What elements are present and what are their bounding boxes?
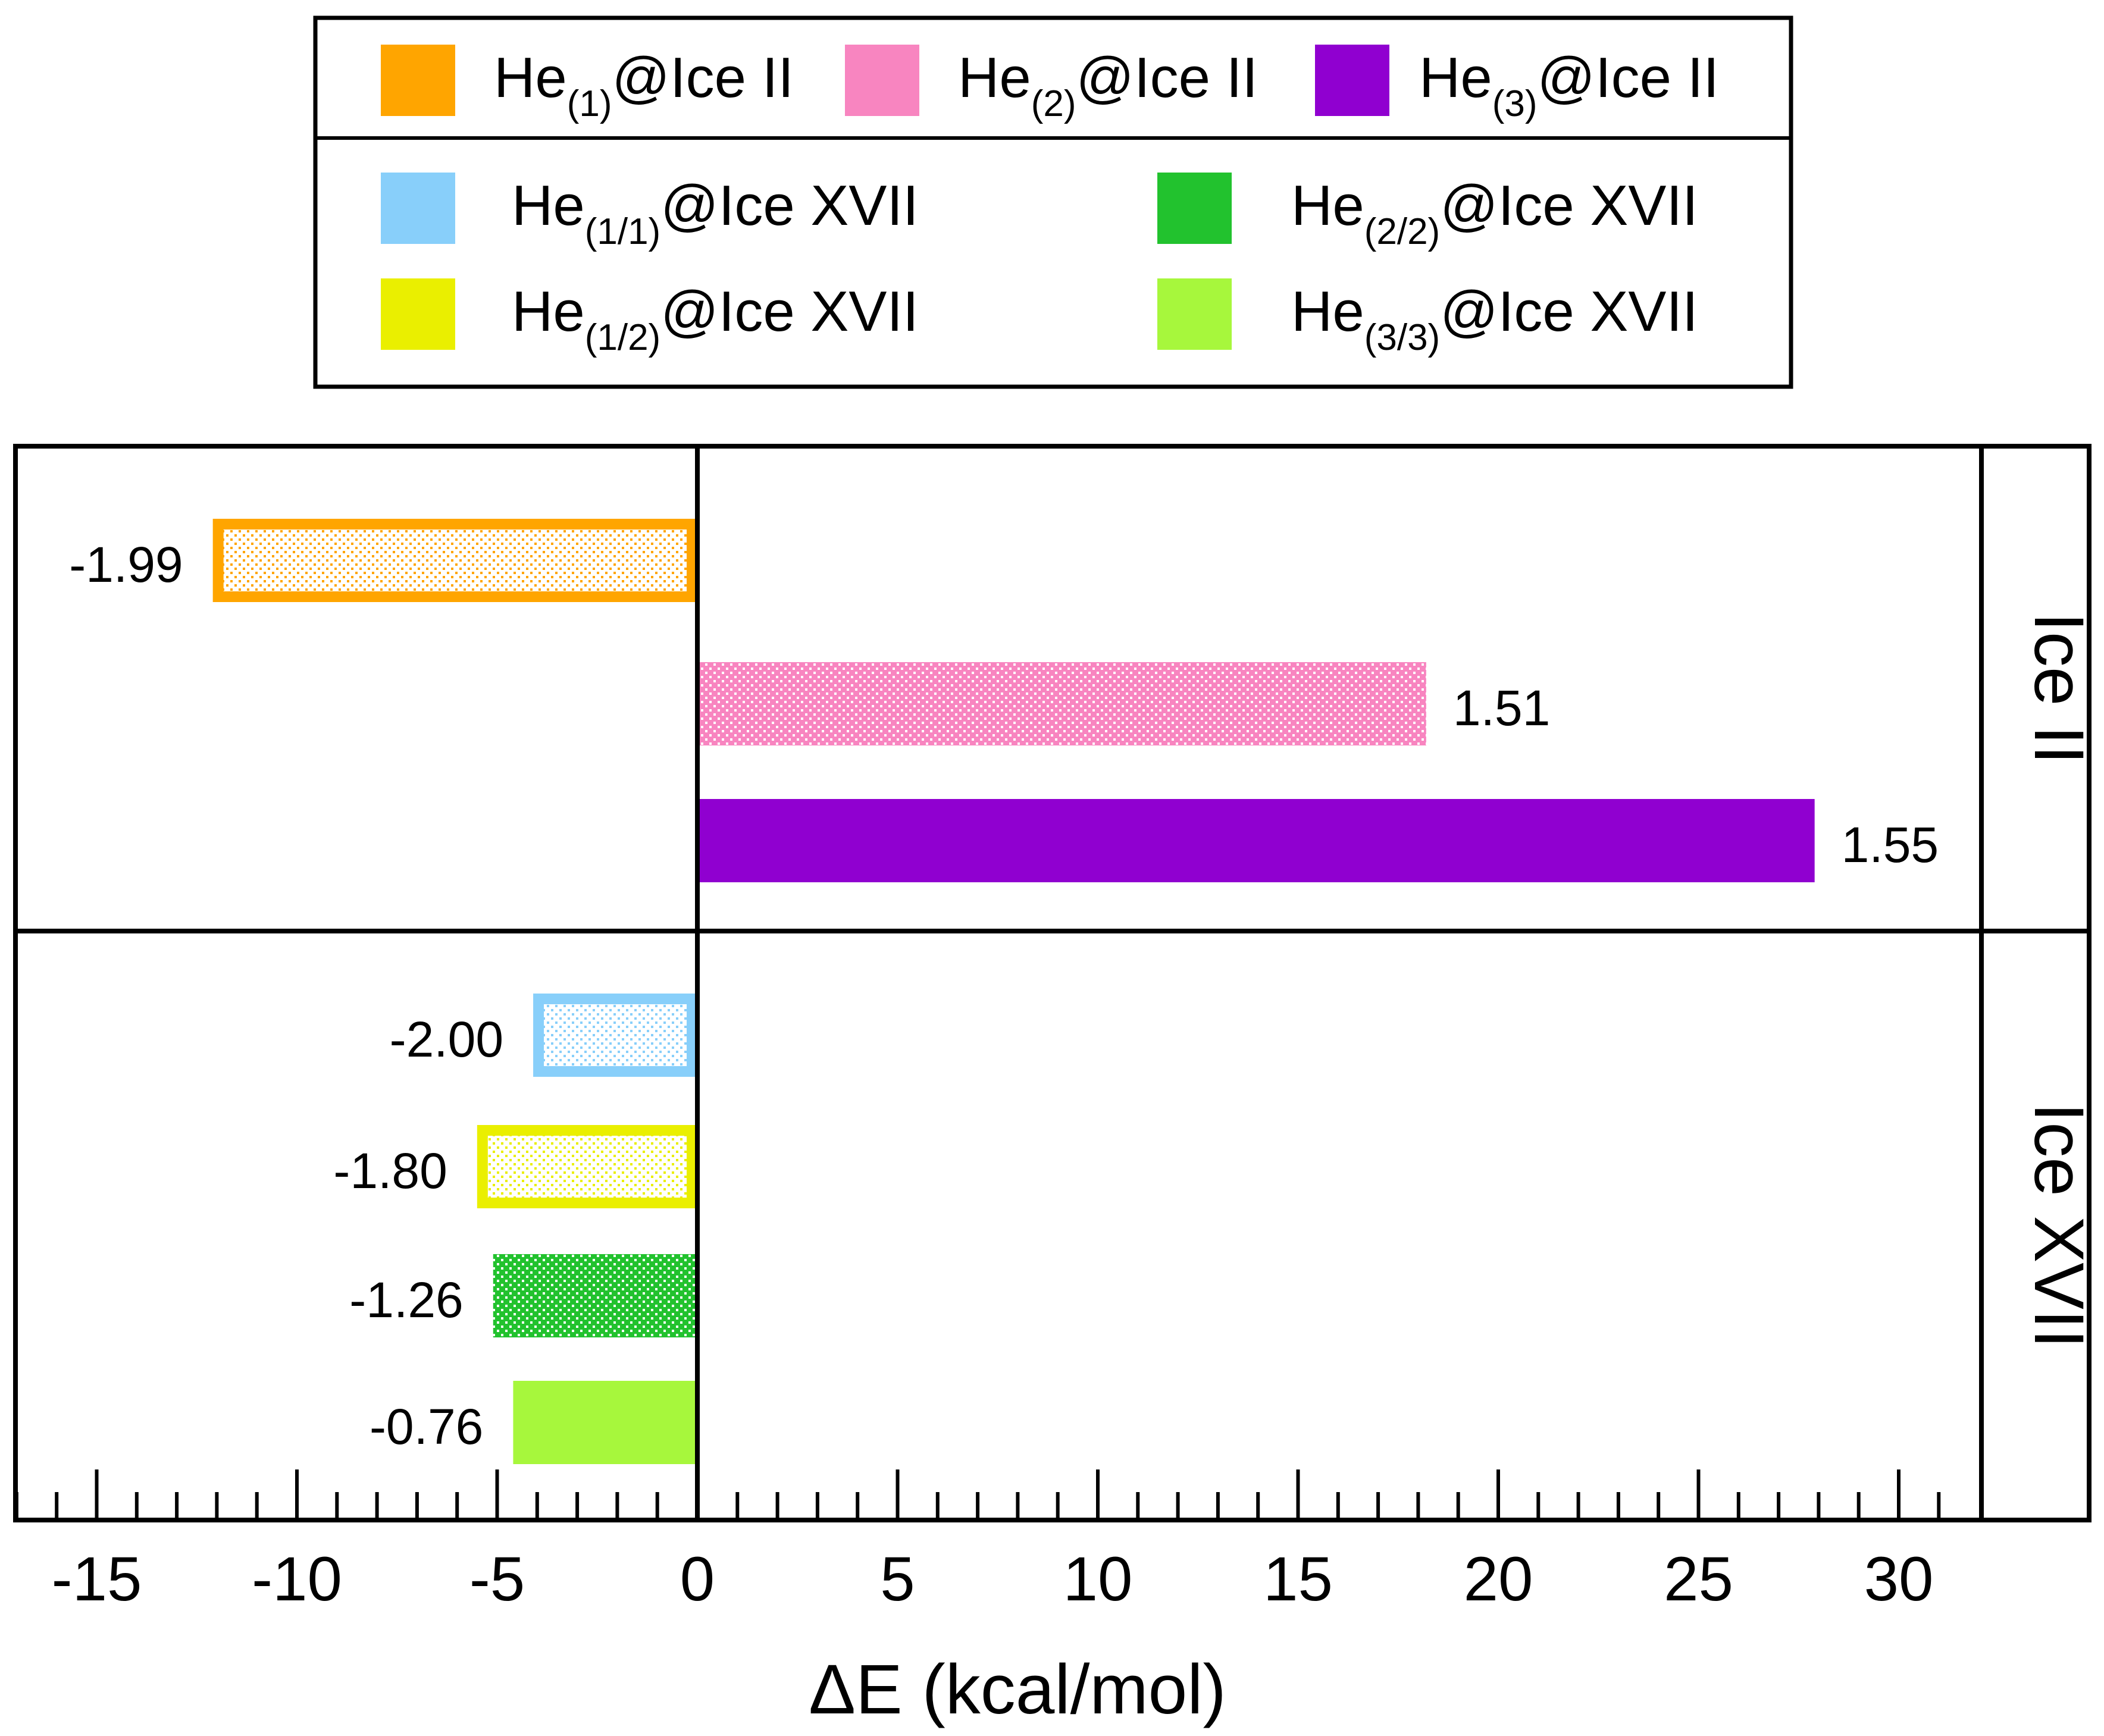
x-tick-label: -5: [469, 1544, 525, 1614]
legend-label: He(1/1)@Ice XVII: [512, 174, 919, 252]
legend-swatch: [1157, 278, 1232, 350]
x-tick-label: 5: [880, 1544, 915, 1614]
x-tick-label: 30: [1864, 1544, 1934, 1614]
bar-he-1-ice-ii: [212, 519, 698, 602]
legend-swatch: [381, 45, 455, 116]
x-axis-ticks: [14, 1469, 1941, 1519]
bar-he-3-ice-ii: [697, 799, 1815, 882]
bar-data-label: -0.76: [370, 1399, 483, 1455]
x-tick-label: 15: [1263, 1544, 1333, 1614]
bar-he-2-ice-ii: [697, 662, 1426, 745]
legend-label: He(1)@Ice II: [494, 46, 794, 124]
legend-swatch: [1315, 45, 1389, 116]
legend-swatch: [381, 278, 455, 350]
legend-swatch: [381, 173, 455, 244]
x-axis-tick-labels: -15 -10 -5 0 5 10 15 20 25 30: [52, 1544, 1934, 1614]
legend: He(1)@Ice II He(2)@Ice II He(3)@Ice II He(1…: [313, 15, 1793, 389]
x-tick-label: -10: [252, 1544, 342, 1614]
legend-label: He(2)@Ice II: [958, 46, 1258, 124]
legend-items: He(1)@Ice II He(2)@Ice II He(3)@Ice II He(1…: [381, 45, 1719, 358]
legend-entry: He(1)@Ice II: [381, 45, 794, 124]
legend-frame: [313, 15, 1793, 389]
bar-he-2-2-ice-xvii: [493, 1254, 697, 1337]
panel-label: Ice II: [2020, 612, 2098, 764]
legend-entry: He(1/2)@Ice XVII: [381, 278, 919, 358]
bar-he-3-3-ice-xvii: [513, 1381, 697, 1464]
bar-data-labels: -1.99 1.51 1.55 -2.00 -1.80 -1.26 -0.76: [69, 537, 1939, 1455]
legend-entry: He(2)@Ice II: [845, 45, 1258, 124]
x-tick-label: 25: [1664, 1544, 1733, 1614]
bar-data-label: -1.99: [69, 537, 183, 593]
bar-he-1-1-ice-xvii: [533, 994, 697, 1077]
legend-label: He(2/2)@Ice XVII: [1291, 174, 1698, 252]
legend-entry: He(3/3)@Ice XVII: [1157, 278, 1698, 358]
bar-he-1-2-ice-xvii: [477, 1125, 697, 1208]
legend-label: He(3)@Ice II: [1419, 46, 1719, 124]
legend-swatch: [845, 45, 919, 116]
x-tick-label: 0: [680, 1544, 715, 1614]
bar-data-label: -2.00: [390, 1011, 503, 1067]
plot-frame: [13, 444, 2092, 1522]
legend-swatch: [1157, 173, 1232, 244]
panel-label: Ice XVII: [2020, 1102, 2098, 1348]
bars: [212, 519, 1815, 1464]
x-axis-label: ΔE (kcal/mol): [809, 1650, 1226, 1729]
bar-data-label: 1.51: [1453, 680, 1551, 736]
legend-entry: He(1/1)@Ice XVII: [381, 173, 919, 252]
x-tick-label: 10: [1063, 1544, 1133, 1614]
legend-entry: He(3)@Ice II: [1315, 45, 1719, 124]
x-tick-label: -15: [52, 1544, 142, 1614]
bar-data-label: 1.55: [1842, 817, 1939, 873]
plot-area: -15 -10 -5 0 5 10 15 20 25 30 -1.991.511.55-2.00-…: [13, 444, 2098, 1729]
bar-data-label: -1.80: [333, 1143, 447, 1199]
panel-labels: Ice II Ice XVII: [2020, 612, 2098, 1348]
x-tick-label: 20: [1464, 1544, 1533, 1614]
bar-data-label: -1.26: [349, 1272, 463, 1328]
legend-label: He(3/3)@Ice XVII: [1291, 280, 1698, 358]
legend-label: He(1/2)@Ice XVII: [512, 280, 919, 358]
legend-entry: He(2/2)@Ice XVII: [1157, 173, 1698, 252]
